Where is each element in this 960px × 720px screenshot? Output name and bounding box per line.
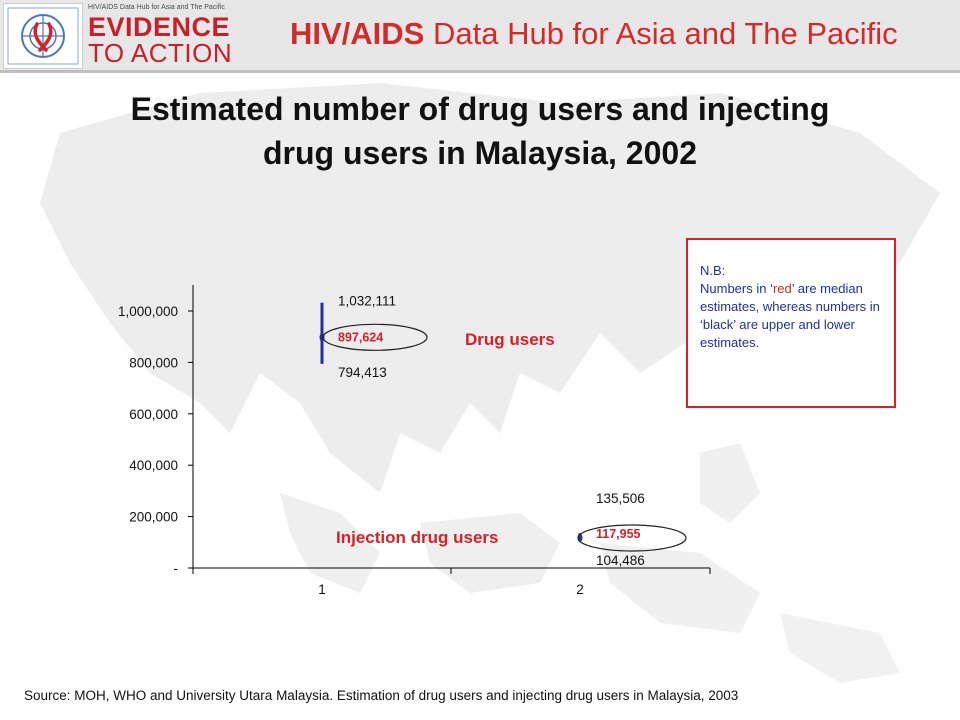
map-background <box>40 83 940 683</box>
median-highlight-ellipse <box>322 323 428 351</box>
high-label: 1,032,111 <box>338 294 396 309</box>
hub-title-bold: HIV/AIDS <box>290 16 425 51</box>
note-text-post: ’ are median estimates, whereas numbers … <box>700 281 880 350</box>
note-body: Numbers in ‘red’ are median estimates, w… <box>700 280 884 352</box>
y-tick-label: 800,000 <box>129 355 178 370</box>
header-band <box>0 0 960 70</box>
series-label-drug-users: Drug users <box>465 330 555 349</box>
note-text-pre: Numbers in ‘ <box>700 281 773 296</box>
slide-title-line-1: Estimated number of drug users and injec… <box>130 91 830 127</box>
median-label: 117,955 <box>596 527 641 541</box>
y-tick-label: 1,000,000 <box>118 304 178 319</box>
high-label: 135,506 <box>596 491 645 506</box>
series-label-injection-drug-users: Injection drug users <box>336 528 498 547</box>
hub-title: HIV/AIDS Data Hub for Asia and The Pacif… <box>290 14 898 54</box>
note-heading: N.B: <box>700 263 726 278</box>
x-tick-label: 2 <box>576 582 584 597</box>
logo-to-action-text: TO ACTION <box>88 38 233 68</box>
source-citation: Source: MOH, WHO and University Utara Ma… <box>24 688 739 703</box>
y-tick-label: 600,000 <box>129 407 178 422</box>
median-highlight-ellipse <box>577 524 687 552</box>
low-label: 104,486 <box>596 553 645 568</box>
logo-tagline: HIV/AIDS Data Hub for Asia and The Pacif… <box>88 4 225 11</box>
header-divider <box>0 70 960 73</box>
logo-evidence-text: EVIDENCE <box>88 12 231 42</box>
y-tick-label: 400,000 <box>129 458 178 473</box>
slide-title: Estimated number of drug users and injec… <box>40 87 920 175</box>
x-tick-label: 1 <box>318 582 326 597</box>
median-label: 897,624 <box>338 330 383 344</box>
hub-title-rest: Data Hub for Asia and The Pacific <box>424 16 898 51</box>
slide-title-line-2: drug users in Malaysia, 2002 <box>263 135 697 171</box>
un-emblem-icon <box>7 7 79 65</box>
low-label: 794,413 <box>338 365 387 380</box>
y-tick-label: - <box>174 561 179 576</box>
note-box: N.B: Numbers in ‘red’ are median estimat… <box>686 238 896 408</box>
note-text-red: red <box>772 281 792 296</box>
y-tick-label: 200,000 <box>129 510 178 525</box>
un-logo <box>3 3 83 69</box>
